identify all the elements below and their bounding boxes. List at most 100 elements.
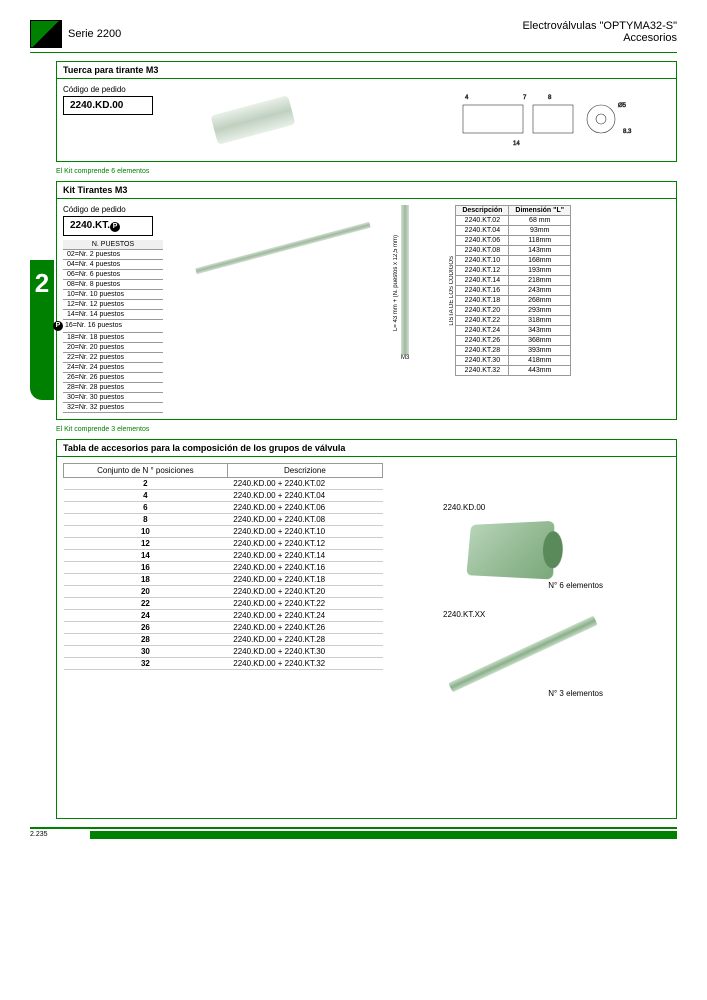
dim-h1: Descripción: [456, 206, 509, 216]
comp-cell: 30: [64, 646, 228, 658]
box2-code: 2240.KT.P: [63, 216, 153, 236]
dim-cell: 2240.KT.08: [456, 246, 509, 256]
comp-cell: 20: [64, 586, 228, 598]
comp-cell: 2240.KD.00 + 2240.KT.06: [227, 502, 382, 514]
comp-cell: 2240.KD.00 + 2240.KT.22: [227, 598, 382, 610]
comp-cell: 2: [64, 478, 228, 490]
comp-cell: 28: [64, 634, 228, 646]
section-tab: 2: [30, 260, 54, 400]
dim-cell: 293mm: [509, 306, 571, 316]
box1-note: El Kit comprende 6 elementos: [56, 168, 677, 175]
comp-cell: 16: [64, 562, 228, 574]
length-formula: L= 43 mm + (N. puestos x 12,5 mm): [393, 235, 399, 331]
rod-render-icon: [195, 222, 370, 274]
comp-cell: 2240.KD.00 + 2240.KT.10: [227, 526, 382, 538]
page-number: 2.235: [30, 831, 90, 839]
puestos-row: 04=Nr. 4 puestos: [63, 260, 163, 270]
puestos-row: 18=Nr. 18 puestos: [63, 333, 163, 343]
page-footer: 2.235 Los datos indicados pueden ser mod…: [30, 827, 677, 839]
box2-title: Kit Tirantes M3: [57, 182, 676, 199]
dim-cell: 68 mm: [509, 216, 571, 226]
puestos-row: 06=Nr. 6 puestos: [63, 270, 163, 280]
comp-cell: 32: [64, 658, 228, 670]
svg-text:8.3: 8.3: [623, 129, 632, 135]
dim-side-label: LISTA DE LOS CODIGOS: [449, 252, 455, 330]
dim-cell: 2240.KT.02: [456, 216, 509, 226]
comp-h1: Conjunto de N ° posiciones: [64, 464, 228, 478]
comp-cell: 2240.KD.00 + 2240.KT.02: [227, 478, 382, 490]
puestos-row: 32=Nr. 32 puestos: [63, 403, 163, 413]
nut-render-icon: [210, 95, 295, 145]
dim-cell: 2240.KT.24: [456, 326, 509, 336]
puestos-row: 26=Nr. 26 puestos: [63, 373, 163, 383]
box2-code-label: Código de pedido: [63, 205, 173, 214]
dim-cell: 243mm: [509, 286, 571, 296]
dim-cell: 443mm: [509, 366, 571, 376]
dim-cell: 343mm: [509, 326, 571, 336]
composition-table: Conjunto de N ° posiciones Descrizione 2…: [63, 463, 383, 670]
box2-note: El Kit comprende 3 elementos: [56, 426, 677, 433]
p-marker-icon: P: [110, 222, 120, 232]
dim-cell: 2240.KT.10: [456, 256, 509, 266]
comp-cell: 2240.KD.00 + 2240.KT.18: [227, 574, 382, 586]
rod-3d-icon: [448, 616, 597, 693]
box-kit-tirantes: Kit Tirantes M3 Código de pedido 2240.KT…: [56, 181, 677, 420]
comp-cell: 2240.KD.00 + 2240.KT.14: [227, 550, 382, 562]
dim-cell: 2240.KT.12: [456, 266, 509, 276]
puestos-row: 30=Nr. 30 puestos: [63, 393, 163, 403]
puestos-row: 02=Nr. 2 puestos: [63, 250, 163, 260]
puestos-row: 08=Nr. 8 puestos: [63, 280, 163, 290]
comp-cell: 2240.KD.00 + 2240.KT.26: [227, 622, 382, 634]
puestos-row: 28=Nr. 28 puestos: [63, 383, 163, 393]
footer-disclaimer: Los datos indicados pueden ser modificad…: [90, 831, 677, 839]
puestos-table: N. PUESTOS 02=Nr. 2 puestos04=Nr. 4 pues…: [63, 240, 163, 413]
box1-title: Tuerca para tirante M3: [57, 62, 676, 79]
header-title-2: Accesorios: [522, 32, 677, 44]
img2-caption: N° 3 elementos: [443, 689, 603, 698]
dim-cell: 118mm: [509, 236, 571, 246]
dim-cell: 418mm: [509, 356, 571, 366]
box1-code-label: Código de pedido: [63, 85, 183, 94]
comp-cell: 4: [64, 490, 228, 502]
dim-cell: 193mm: [509, 266, 571, 276]
comp-cell: 24: [64, 610, 228, 622]
comp-cell: 2240.KD.00 + 2240.KT.24: [227, 610, 382, 622]
series-label: Serie 2200: [68, 28, 121, 40]
logo-icon: [30, 20, 62, 48]
comp-cell: 2240.KD.00 + 2240.KT.30: [227, 646, 382, 658]
dim-cell: 2240.KT.26: [456, 336, 509, 346]
rod-vertical-icon: [401, 205, 409, 355]
dim-cell: 2240.KT.18: [456, 296, 509, 306]
puestos-row: 14=Nr. 14 puestos: [63, 310, 163, 320]
dimensions-table: Descripción Dimensión "L" 2240.KT.0268 m…: [455, 205, 571, 376]
svg-text:Ø5: Ø5: [618, 103, 627, 109]
header-title-1: Electroválvulas "OPTYMA32-S": [522, 20, 677, 32]
comp-cell: 2240.KD.00 + 2240.KT.28: [227, 634, 382, 646]
dim-h2: Dimensión "L": [509, 206, 571, 216]
dim-cell: 2240.KT.04: [456, 226, 509, 236]
box-composition: Tabla de accesorios para la composición …: [56, 439, 677, 819]
comp-cell: 10: [64, 526, 228, 538]
puestos-row: P16=Nr. 16 puestos: [63, 320, 163, 333]
nut-3d-icon: [466, 521, 554, 580]
nut-tech-drawing: 4 7 8 Ø5 14 8.3: [453, 85, 633, 155]
comp-cell: 12: [64, 538, 228, 550]
img1-label: 2240.KD.00: [443, 503, 603, 512]
page-header: Serie 2200 Electroválvulas "OPTYMA32-S" …: [30, 20, 677, 53]
dim-cell: 2240.KT.14: [456, 276, 509, 286]
puestos-row: 10=Nr. 10 puestos: [63, 290, 163, 300]
comp-cell: 8: [64, 514, 228, 526]
puestos-row: 12=Nr. 12 puestos: [63, 300, 163, 310]
dim-cell: 2240.KT.22: [456, 316, 509, 326]
dim-cell: 168mm: [509, 256, 571, 266]
comp-cell: 2240.KD.00 + 2240.KT.20: [227, 586, 382, 598]
svg-text:14: 14: [513, 141, 520, 147]
comp-cell: 22: [64, 598, 228, 610]
comp-cell: 2240.KD.00 + 2240.KT.08: [227, 514, 382, 526]
dim-cell: 93mm: [509, 226, 571, 236]
box-tuerca: Tuerca para tirante M3 Código de pedido …: [56, 61, 677, 162]
dim-cell: 2240.KT.30: [456, 356, 509, 366]
m3-label: M3: [401, 355, 409, 361]
comp-cell: 26: [64, 622, 228, 634]
dim-cell: 2240.KT.32: [456, 366, 509, 376]
